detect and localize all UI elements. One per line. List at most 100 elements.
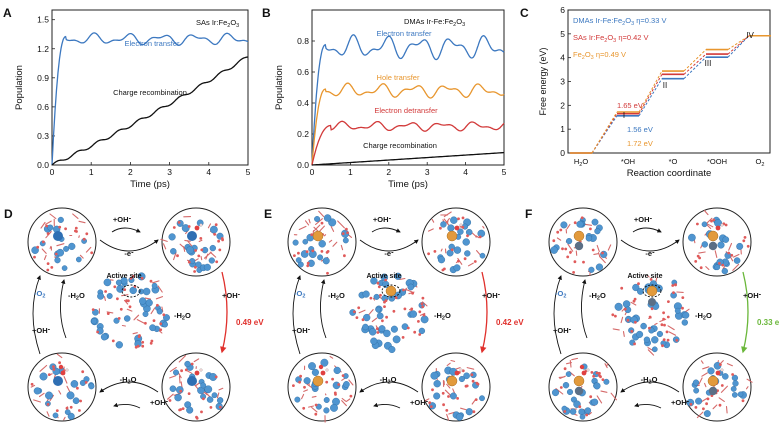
fe-atom xyxy=(388,346,396,353)
o-atom xyxy=(718,262,721,265)
label-minus-h2o: -H2O xyxy=(589,291,606,302)
ir-atom xyxy=(707,375,719,387)
o-atom xyxy=(310,233,314,237)
x-axis-label: Time (ps) xyxy=(388,179,428,190)
o-atom xyxy=(422,313,426,317)
x-tick-label: 4 xyxy=(206,167,211,177)
label-minus-h2o: -H2O xyxy=(434,311,451,322)
fe-atom xyxy=(651,336,659,344)
ir-atom xyxy=(312,230,324,242)
x-tick-label: 4 xyxy=(463,167,468,177)
o-atom xyxy=(292,384,295,387)
bond xyxy=(49,245,52,249)
bond xyxy=(160,238,168,242)
arrow-oh-in-bottom xyxy=(634,402,662,409)
bond xyxy=(588,412,592,416)
fe-atom xyxy=(614,302,623,311)
adsorbate-o-atom xyxy=(715,370,721,376)
energy-connector xyxy=(727,35,750,58)
adsorbate-h-atom xyxy=(459,223,463,227)
o-atom xyxy=(681,306,684,310)
o-atom xyxy=(50,266,54,269)
arrow-rate-limiting xyxy=(480,271,488,354)
fe-atom xyxy=(370,277,378,285)
fe-atom xyxy=(591,218,599,226)
fe-atom xyxy=(139,297,147,305)
o-atom xyxy=(649,278,653,281)
adsorbate-o-atom xyxy=(320,370,326,376)
fe-atom xyxy=(323,407,330,414)
rate-limiting-energy: 0.49 eV xyxy=(236,318,264,327)
bond xyxy=(700,360,704,364)
fe-atom xyxy=(449,392,457,400)
bond xyxy=(476,250,481,256)
fe-atom xyxy=(446,249,454,257)
fe-atom xyxy=(455,413,464,421)
bond xyxy=(584,223,593,226)
o-atom xyxy=(138,334,141,337)
adsorbate-o-atom xyxy=(318,364,324,370)
o-atom xyxy=(176,254,179,258)
fe-atom xyxy=(376,312,384,320)
o-atom xyxy=(149,279,153,283)
o-atom xyxy=(741,399,745,403)
bond xyxy=(706,223,714,228)
x-tick-label: 0 xyxy=(50,167,55,177)
o-atom xyxy=(589,395,593,399)
magnified-view-circle xyxy=(421,352,491,422)
bond xyxy=(178,355,187,363)
o-atom xyxy=(149,341,153,345)
fe-atom xyxy=(90,318,98,325)
fe-atom xyxy=(54,257,61,264)
bond xyxy=(446,362,451,367)
o-atom xyxy=(213,232,217,236)
fe-atom xyxy=(453,246,462,254)
o-atom xyxy=(630,329,634,333)
fe-neighbor-atom xyxy=(574,386,584,396)
o-atom xyxy=(429,405,433,408)
o-atom xyxy=(566,255,570,259)
active-site-label: Active site xyxy=(366,273,401,280)
o-atom xyxy=(556,230,560,234)
o-atom xyxy=(123,288,127,291)
label-minus-h2o: -H2O xyxy=(68,291,85,302)
label-minus-e: -e- xyxy=(124,248,134,259)
x-tick-label: 3 xyxy=(425,167,430,177)
o-atom xyxy=(674,283,677,287)
o-atom xyxy=(573,260,577,264)
fe-atom xyxy=(168,233,176,241)
bond xyxy=(704,382,707,388)
o-atom xyxy=(375,327,379,331)
slab-ir-atom xyxy=(646,285,658,297)
fe-atom xyxy=(458,375,465,383)
x-tick-label: 1 xyxy=(348,167,353,177)
label-minus-o2: -O2 xyxy=(555,289,566,300)
bond xyxy=(612,328,620,331)
label-plus-oh: +OH- xyxy=(373,214,392,225)
fe-atom xyxy=(294,396,301,403)
o-atom xyxy=(420,302,424,306)
o-atom xyxy=(730,253,734,257)
fe-atom xyxy=(732,380,739,387)
x-tick-label: 3 xyxy=(167,167,172,177)
bond xyxy=(466,367,475,370)
slab-ir-atom xyxy=(385,285,397,297)
fe-atom xyxy=(362,323,369,331)
bond xyxy=(121,324,126,327)
bond xyxy=(49,213,57,220)
y-tick-label: 1 xyxy=(560,124,565,134)
annotation-1-56-ev: 1.56 eV xyxy=(627,125,653,134)
legend-entry-dmas-ir-fe-fe2o3: DMAs Ir-Fe:Fe2O3 η=0.33 V xyxy=(573,16,666,27)
fe-atom xyxy=(688,233,696,242)
o-atom xyxy=(144,321,147,325)
o-atom xyxy=(303,385,306,389)
bond xyxy=(123,299,129,305)
energy-series-fe2o3 xyxy=(570,34,771,154)
plot-frame-a xyxy=(51,9,249,166)
o-atom xyxy=(162,313,166,317)
o-atom xyxy=(104,290,107,293)
fe-atom xyxy=(477,229,486,238)
o-atom xyxy=(214,223,218,227)
panel-letter-b: B xyxy=(262,6,271,20)
adsorbate-h-atom xyxy=(65,368,69,372)
